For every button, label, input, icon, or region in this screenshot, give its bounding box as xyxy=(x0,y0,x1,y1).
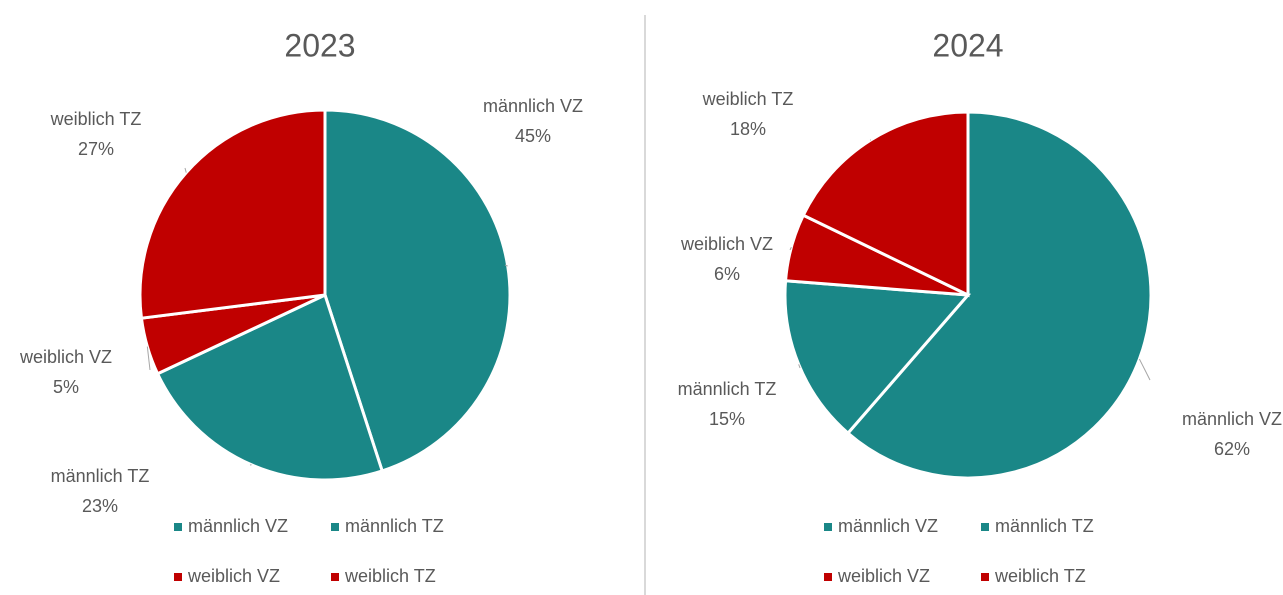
leader-line xyxy=(789,246,792,251)
slice-value: 27% xyxy=(78,139,114,159)
pie-slice xyxy=(801,110,970,298)
pie-slice xyxy=(155,292,385,482)
slice-value: 5% xyxy=(53,377,79,397)
legend-label: weiblich VZ xyxy=(187,566,280,586)
legend-label: männlich VZ xyxy=(188,516,288,536)
slice-label: männlich TZ xyxy=(51,466,150,486)
pie-slice xyxy=(845,110,1153,480)
slice-value: 18% xyxy=(730,119,766,139)
slice-label: weiblich TZ xyxy=(702,89,794,109)
legend-label: weiblich VZ xyxy=(837,566,930,586)
legend-label: weiblich TZ xyxy=(344,566,436,586)
leader-line xyxy=(146,346,151,371)
slice-value: 23% xyxy=(82,496,118,516)
legend-swatch xyxy=(331,573,339,581)
legend-label: männlich TZ xyxy=(995,516,1094,536)
legend-swatch xyxy=(174,523,182,531)
leader-line xyxy=(1138,358,1151,381)
slice-label: männlich VZ xyxy=(1182,409,1282,429)
chart-title: 2024 xyxy=(932,27,1003,63)
legend-swatch xyxy=(174,573,182,581)
slice-label: männlich VZ xyxy=(483,96,583,116)
slice-value: 45% xyxy=(515,126,551,146)
leader-line xyxy=(184,167,187,173)
leader-line xyxy=(798,364,801,369)
legend-label: weiblich TZ xyxy=(994,566,1086,586)
slice-value: 62% xyxy=(1214,439,1250,459)
legend-swatch xyxy=(981,573,989,581)
slice-value: 15% xyxy=(709,409,745,429)
legend-swatch xyxy=(981,523,989,531)
slice-label: weiblich TZ xyxy=(50,109,142,129)
legend-swatch xyxy=(824,573,832,581)
slice-label: weiblich VZ xyxy=(19,347,112,367)
chart-title: 2023 xyxy=(284,27,355,63)
slice-label: männlich TZ xyxy=(678,379,777,399)
pie-slice xyxy=(138,108,327,320)
legend-swatch xyxy=(824,523,832,531)
legend-label: männlich VZ xyxy=(838,516,938,536)
slice-value: 6% xyxy=(714,264,740,284)
leader-line xyxy=(504,264,508,267)
legend-swatch xyxy=(331,523,339,531)
slice-label: weiblich VZ xyxy=(680,234,773,254)
legend-label: männlich TZ xyxy=(345,516,444,536)
